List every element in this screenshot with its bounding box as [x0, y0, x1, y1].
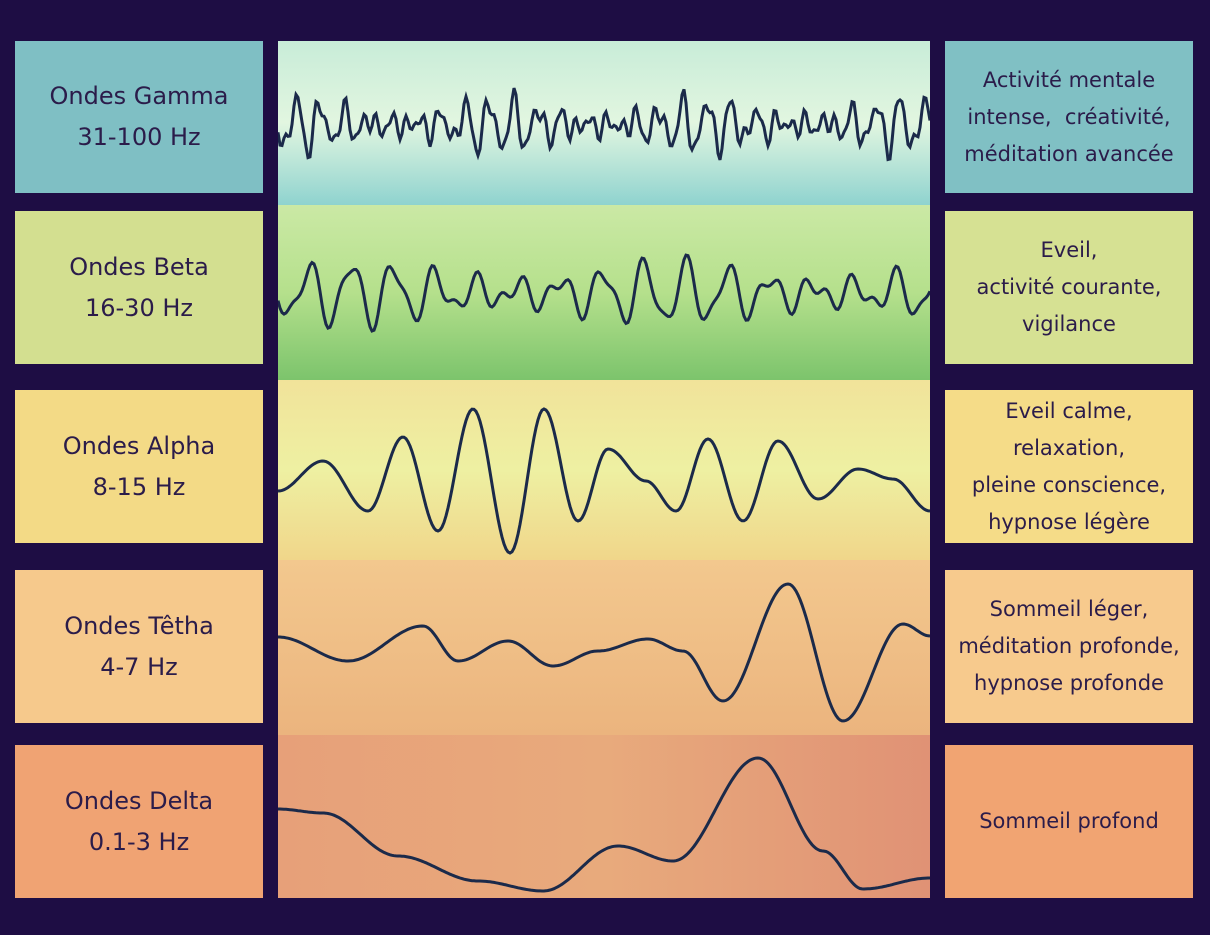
- band: [278, 380, 930, 560]
- wave-label: Ondes Têtha 4-7 Hz: [15, 570, 263, 723]
- wave-label: Ondes Alpha 8-15 Hz: [15, 390, 263, 543]
- wave: [278, 253, 930, 333]
- text-line: vigilance: [1022, 312, 1116, 336]
- text-line: Eveil calme,: [1005, 398, 1133, 423]
- text-line: 8-15 Hz: [92, 472, 186, 501]
- text-line: intense, créativité,: [967, 104, 1171, 129]
- wave-label: Ondes Delta 0.1-3 Hz: [15, 745, 263, 898]
- text-line: pleine conscience,: [971, 472, 1167, 497]
- band: [278, 735, 930, 898]
- text-line: 31-100 Hz: [77, 123, 201, 151]
- text-line: Sommeil profond: [979, 809, 1159, 833]
- wave: [278, 756, 930, 893]
- text-line: Ondes Têtha: [64, 611, 214, 640]
- text-line: relaxation,: [1013, 435, 1125, 460]
- text-line: Ondes Gamma: [49, 82, 229, 110]
- text-line: 4-7 Hz: [100, 652, 178, 681]
- band: [278, 205, 930, 380]
- text-line: Ondes Beta: [69, 252, 209, 281]
- text-line: 0.1-3 Hz: [88, 827, 190, 856]
- wave: [278, 407, 930, 555]
- text-line: méditation profonde,: [958, 634, 1180, 658]
- text-line: Ondes Alpha: [62, 431, 216, 460]
- text-line: méditation avancée: [964, 141, 1174, 166]
- band: [278, 560, 930, 735]
- wave: [278, 87, 930, 162]
- wave-label: Ondes Gamma 31-100 Hz: [15, 41, 263, 193]
- text-line: 16-30 Hz: [84, 293, 193, 322]
- text-line: hypnose profonde: [974, 671, 1164, 695]
- text-line: hypnose légère: [988, 509, 1150, 534]
- wave-description: Eveil calme, relaxation, pleine conscience…: [945, 390, 1193, 543]
- text-line: Eveil,: [1040, 238, 1098, 262]
- wave-description: Eveil, activité courante, vigilance: [945, 211, 1193, 364]
- wave-description: Sommeil léger, méditation profonde, hypnos…: [945, 570, 1193, 723]
- text-line: Activité mentale: [982, 67, 1156, 92]
- wave-description: Sommeil profond: [945, 745, 1193, 898]
- wave: [278, 582, 930, 723]
- wave-label: Ondes Beta 16-30 Hz: [15, 211, 263, 364]
- wave-description: Activité mentale intense, créativité, médi…: [945, 41, 1193, 193]
- text-line: activité courante,: [976, 275, 1162, 299]
- wave-panel: [278, 41, 930, 898]
- text-line: Ondes Delta: [64, 786, 214, 815]
- text-line: Sommeil léger,: [989, 597, 1149, 621]
